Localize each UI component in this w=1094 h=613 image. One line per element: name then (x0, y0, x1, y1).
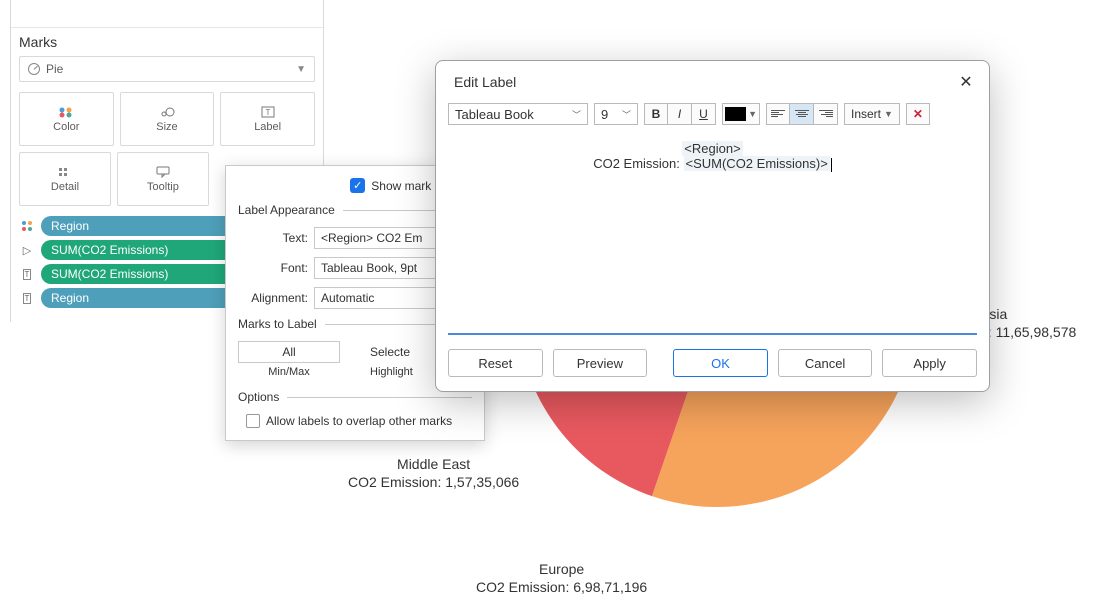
label-alignment-value: Automatic (321, 291, 374, 305)
mark-type-dropdown[interactable]: Pie ▼ (19, 56, 315, 82)
dialog-titlebar: Edit Label ✕ (436, 61, 989, 99)
text-pill-icon: T (19, 269, 35, 280)
preview-text: Preview (577, 356, 623, 371)
underline-button[interactable]: U (692, 103, 716, 125)
font-family-select[interactable]: Tableau Book﹀ (448, 103, 588, 125)
detail-label: Detail (51, 181, 79, 193)
text-pill-icon: T (19, 293, 35, 304)
selected-label: Selecte (370, 341, 410, 363)
insert-field-button[interactable]: Insert▼ (844, 103, 900, 125)
ok-button[interactable]: OK (673, 349, 768, 377)
options-heading: Options (238, 390, 472, 404)
label-europe-name: Europe (476, 560, 647, 578)
dialog-title: Edit Label (454, 74, 516, 90)
label-me-name: Middle East (348, 455, 519, 473)
pill-text: Region (51, 291, 89, 305)
dialog-toolbar: Tableau Book﹀ 9﹀ B I U ▼ Insert▼ ✕ (436, 99, 989, 131)
size-shelf[interactable]: Size (120, 92, 215, 146)
size-icon (158, 105, 176, 119)
detail-shelf[interactable]: Detail (19, 152, 111, 206)
font-size-select[interactable]: 9﹀ (594, 103, 638, 125)
label-asia-value: n: 11,65,98,578 (980, 324, 1076, 340)
minmax-label[interactable]: Min/Max (268, 366, 310, 378)
size-label: Size (156, 121, 177, 133)
label-icon: T (259, 105, 277, 119)
pill-text: SUM(CO2 Emissions) (51, 243, 168, 257)
label-text-value: <Region> CO2 Em (321, 231, 422, 245)
mark-type-label: Pie (46, 62, 63, 76)
pie-icon: Pie (28, 62, 63, 76)
editor-prefix: CO2 Emission: (593, 156, 683, 171)
align-left-button[interactable] (766, 103, 790, 125)
allow-overlap-checkbox[interactable] (246, 414, 260, 428)
preview-button[interactable]: Preview (553, 349, 648, 377)
highlighted-label: Highlight (370, 366, 413, 378)
italic-button[interactable]: I (668, 103, 692, 125)
ok-text: OK (711, 356, 730, 371)
dialog-buttons: Reset Preview OK Cancel Apply (436, 339, 989, 391)
label-editor[interactable]: <Region> CO2 Emission: <SUM(CO2 Emission… (448, 135, 977, 335)
clear-button[interactable]: ✕ (906, 103, 930, 125)
options-text: Options (238, 390, 279, 404)
label-font-value: Tableau Book, 9pt (321, 261, 417, 275)
svg-text:T: T (265, 108, 270, 117)
reset-text: Reset (478, 356, 512, 371)
angle-pill-icon: ▷ (19, 244, 35, 257)
font-size-value: 9 (601, 107, 608, 122)
label-appearance-text: Label Appearance (238, 203, 335, 217)
bold-button[interactable]: B (644, 103, 668, 125)
field-sum: <SUM(CO2 Emissions)> (684, 156, 830, 171)
cancel-button[interactable]: Cancel (778, 349, 873, 377)
field-region: <Region> (682, 141, 742, 156)
align-group (766, 103, 838, 125)
apply-text: Apply (913, 356, 946, 371)
close-button[interactable]: ✕ (957, 73, 975, 91)
font-family-value: Tableau Book (455, 107, 534, 122)
label-europe: Europe CO2 Emission: 6,98,71,196 (476, 560, 647, 596)
shelf-row-1: Color Size T Label (11, 92, 323, 152)
detail-icon (56, 165, 74, 179)
align-right-button[interactable] (814, 103, 838, 125)
label-label: Label (254, 121, 281, 133)
label-middleeast: Middle East CO2 Emission: 1,57,35,066 (348, 455, 519, 491)
color-icon (57, 105, 75, 119)
text-label: Text: (238, 231, 308, 245)
pill-text: SUM(CO2 Emissions) (51, 267, 168, 281)
tooltip-icon (154, 165, 172, 179)
show-mark-labels-checkbox[interactable]: ✓ (350, 178, 365, 193)
reset-button[interactable]: Reset (448, 349, 543, 377)
panel-spacer (11, 0, 323, 28)
label-asia: Asia n: 11,65,98,578 (980, 305, 1076, 341)
align-center-button[interactable] (790, 103, 814, 125)
insert-text: Insert (851, 107, 881, 121)
tooltip-shelf[interactable]: Tooltip (117, 152, 209, 206)
tooltip-label: Tooltip (147, 181, 179, 193)
color-shelf[interactable]: Color (19, 92, 114, 146)
font-label: Font: (238, 261, 308, 275)
color-pill-icon (19, 219, 35, 233)
marks-title: Marks (11, 28, 323, 56)
allow-overlap-label: Allow labels to overlap other marks (266, 414, 452, 428)
apply-button[interactable]: Apply (882, 349, 977, 377)
marks-to-label-text: Marks to Label (238, 317, 317, 331)
style-group: B I U (644, 103, 716, 125)
color-swatch (725, 107, 746, 121)
text-color-button[interactable]: ▼ (722, 103, 760, 125)
text-caret (831, 158, 832, 172)
shelf-row-2: Detail Tooltip (11, 152, 217, 212)
label-shelf[interactable]: T Label (220, 92, 315, 146)
label-me-value: CO2 Emission: 1,57,35,066 (348, 474, 519, 490)
chevron-down-icon: ▼ (296, 64, 306, 75)
marks-all-button[interactable]: All (238, 341, 340, 363)
pill-text: Region (51, 219, 89, 233)
label-europe-value: CO2 Emission: 6,98,71,196 (476, 579, 647, 595)
alignment-label: Alignment: (238, 291, 308, 305)
color-label: Color (53, 121, 79, 133)
edit-label-dialog: Edit Label ✕ Tableau Book﹀ 9﹀ B I U ▼ In… (435, 60, 990, 392)
marks-all-text: All (282, 345, 295, 359)
label-asia-name: Asia (980, 305, 1076, 323)
cancel-text: Cancel (805, 356, 845, 371)
